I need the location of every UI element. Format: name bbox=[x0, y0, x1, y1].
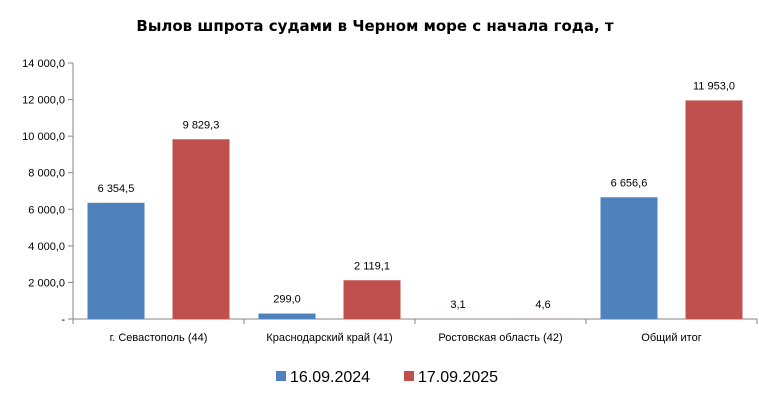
y-tick-label: 8 000,0 bbox=[28, 168, 65, 180]
data-label: 11 953,0 bbox=[693, 80, 735, 92]
bar bbox=[172, 139, 230, 319]
legend-label: 17.09.2025 bbox=[418, 369, 498, 386]
bar bbox=[600, 197, 658, 319]
bar bbox=[685, 100, 743, 320]
legend-swatch bbox=[404, 371, 414, 381]
chart-title: Вылов шпрота судами в Черном море с нача… bbox=[136, 17, 614, 35]
y-tick-label: 6 000,0 bbox=[28, 204, 65, 216]
data-label: 9 829,3 bbox=[183, 119, 220, 131]
x-category-label: Ростовская область (42) bbox=[438, 332, 562, 344]
x-category-label: Краснодарский край (41) bbox=[266, 332, 392, 344]
data-label: 6 656,6 bbox=[611, 177, 648, 189]
bars bbox=[87, 100, 743, 320]
bar bbox=[87, 202, 145, 319]
data-label: 299,0 bbox=[273, 294, 301, 306]
legend-label: 16.09.2024 bbox=[290, 369, 370, 386]
data-label: 2 119,1 bbox=[354, 260, 390, 272]
data-labels: 6 354,5 9 829,3 299,0 2 119,1 3,1 4,6 6 656,6 1… bbox=[98, 80, 735, 311]
y-tick-label: 10 000,0 bbox=[22, 131, 65, 143]
x-category-label: г. Севастополь (44) bbox=[110, 332, 208, 344]
data-label: 4,6 bbox=[535, 299, 550, 311]
y-tick-label: 12 000,0 bbox=[22, 95, 65, 107]
legend: 16.09.2024 17.09.2025 bbox=[276, 369, 498, 386]
y-tick-label: 14 000,0 bbox=[22, 58, 65, 70]
y-tick-label: 4 000,0 bbox=[28, 241, 65, 253]
data-label: 3,1 bbox=[450, 299, 465, 311]
data-label: 6 354,5 bbox=[98, 183, 135, 195]
bar bbox=[343, 280, 401, 319]
legend-swatch bbox=[276, 371, 286, 381]
bar bbox=[258, 313, 316, 319]
y-tick-label: - bbox=[61, 314, 65, 326]
axes: - 2 000,0 4 000,0 6 000,0 8 000,0 10 000,0 12 … bbox=[22, 58, 758, 344]
y-tick-label: 2 000,0 bbox=[28, 277, 65, 289]
x-category-label: Общий итог bbox=[641, 332, 701, 344]
